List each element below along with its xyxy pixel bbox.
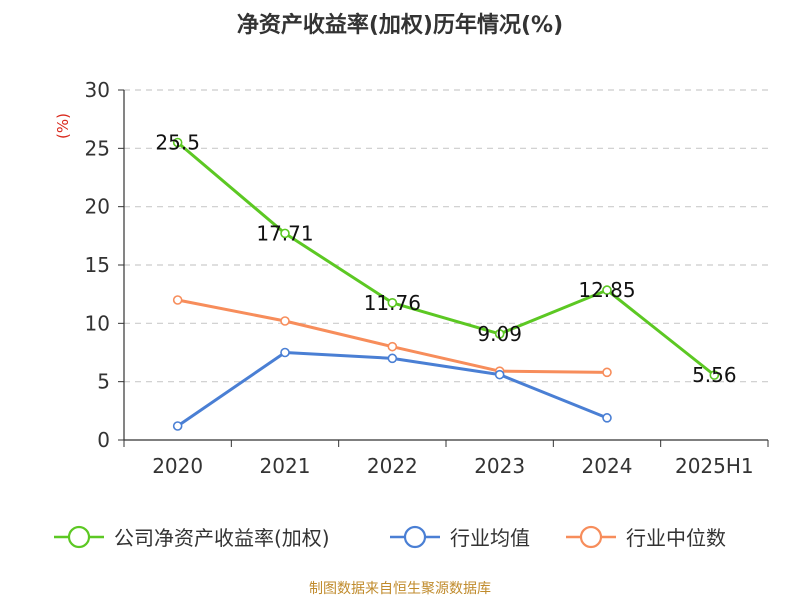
axes: 0 5 10 15 20 25 30 2020 2021 2022 2023 2024 2025H1: [85, 78, 769, 478]
data-point: [172, 295, 183, 305]
data-label: 12.85: [578, 278, 635, 302]
x-tick-label: 2023: [474, 454, 525, 478]
x-tick-label: 2021: [260, 454, 311, 478]
legend-item[interactable]: 公司净资产收益率(加权): [54, 525, 330, 550]
data-point: [280, 228, 290, 239]
x-tick-label: 2024: [582, 454, 633, 478]
series-line: [176, 141, 716, 377]
legend-item[interactable]: 行业均值: [390, 525, 530, 550]
chart-title: 净资产收益率(加权)历年情况(%): [237, 12, 563, 38]
data-label: 11.76: [364, 291, 421, 315]
source-note: 制图数据来自恒生聚源数据库: [309, 581, 491, 597]
data-point: [387, 353, 398, 364]
y-tick-label: 30: [85, 78, 110, 102]
data-point: [387, 341, 398, 352]
y-tick-label: 25: [85, 136, 110, 160]
y-tick-label: 0: [97, 428, 110, 452]
data-labels: 25.5 17.71 11.76 9.09 12.85 5.56: [155, 131, 736, 388]
data-point: [280, 316, 290, 326]
series-lines: [172, 137, 720, 431]
y-tick-label: 10: [85, 311, 110, 335]
legend[interactable]: 公司净资产收益率(加权) 行业均值 行业中位数: [54, 525, 726, 550]
data-label: 25.5: [155, 131, 200, 155]
y-tick-label: 5: [97, 370, 110, 394]
data-point: [602, 367, 612, 378]
data-point: [172, 421, 183, 431]
legend-label: 行业中位数: [626, 526, 726, 550]
data-point: [602, 285, 612, 295]
x-tick-label: 2022: [367, 454, 418, 478]
legend-item[interactable]: 行业中位数: [566, 525, 726, 550]
data-point: [280, 347, 290, 358]
legend-circle-icon: [579, 525, 603, 549]
legend-circle-icon: [403, 525, 427, 549]
x-tick-label: 2025H1: [675, 454, 754, 478]
data-point: [387, 297, 398, 308]
legend-label: 公司净资产收益率(加权): [114, 526, 330, 550]
grid-lines: [124, 89, 768, 383]
data-point: [602, 413, 612, 423]
legend-label: 行业均值: [450, 526, 530, 550]
y-unit-label: (%): [54, 113, 72, 139]
y-tick-label: 15: [85, 253, 110, 277]
data-label: 9.09: [477, 322, 522, 346]
y-tick-label: 20: [85, 195, 110, 219]
data-point: [172, 137, 183, 148]
data-point: [494, 369, 505, 380]
series-line: [176, 351, 608, 428]
data-label: 17.71: [256, 221, 313, 245]
legend-circle-icon: [67, 525, 91, 549]
data-label: 5.56: [692, 363, 737, 387]
data-point: [494, 329, 505, 339]
x-tick-label: 2020: [152, 454, 203, 478]
data-point: [709, 370, 720, 380]
